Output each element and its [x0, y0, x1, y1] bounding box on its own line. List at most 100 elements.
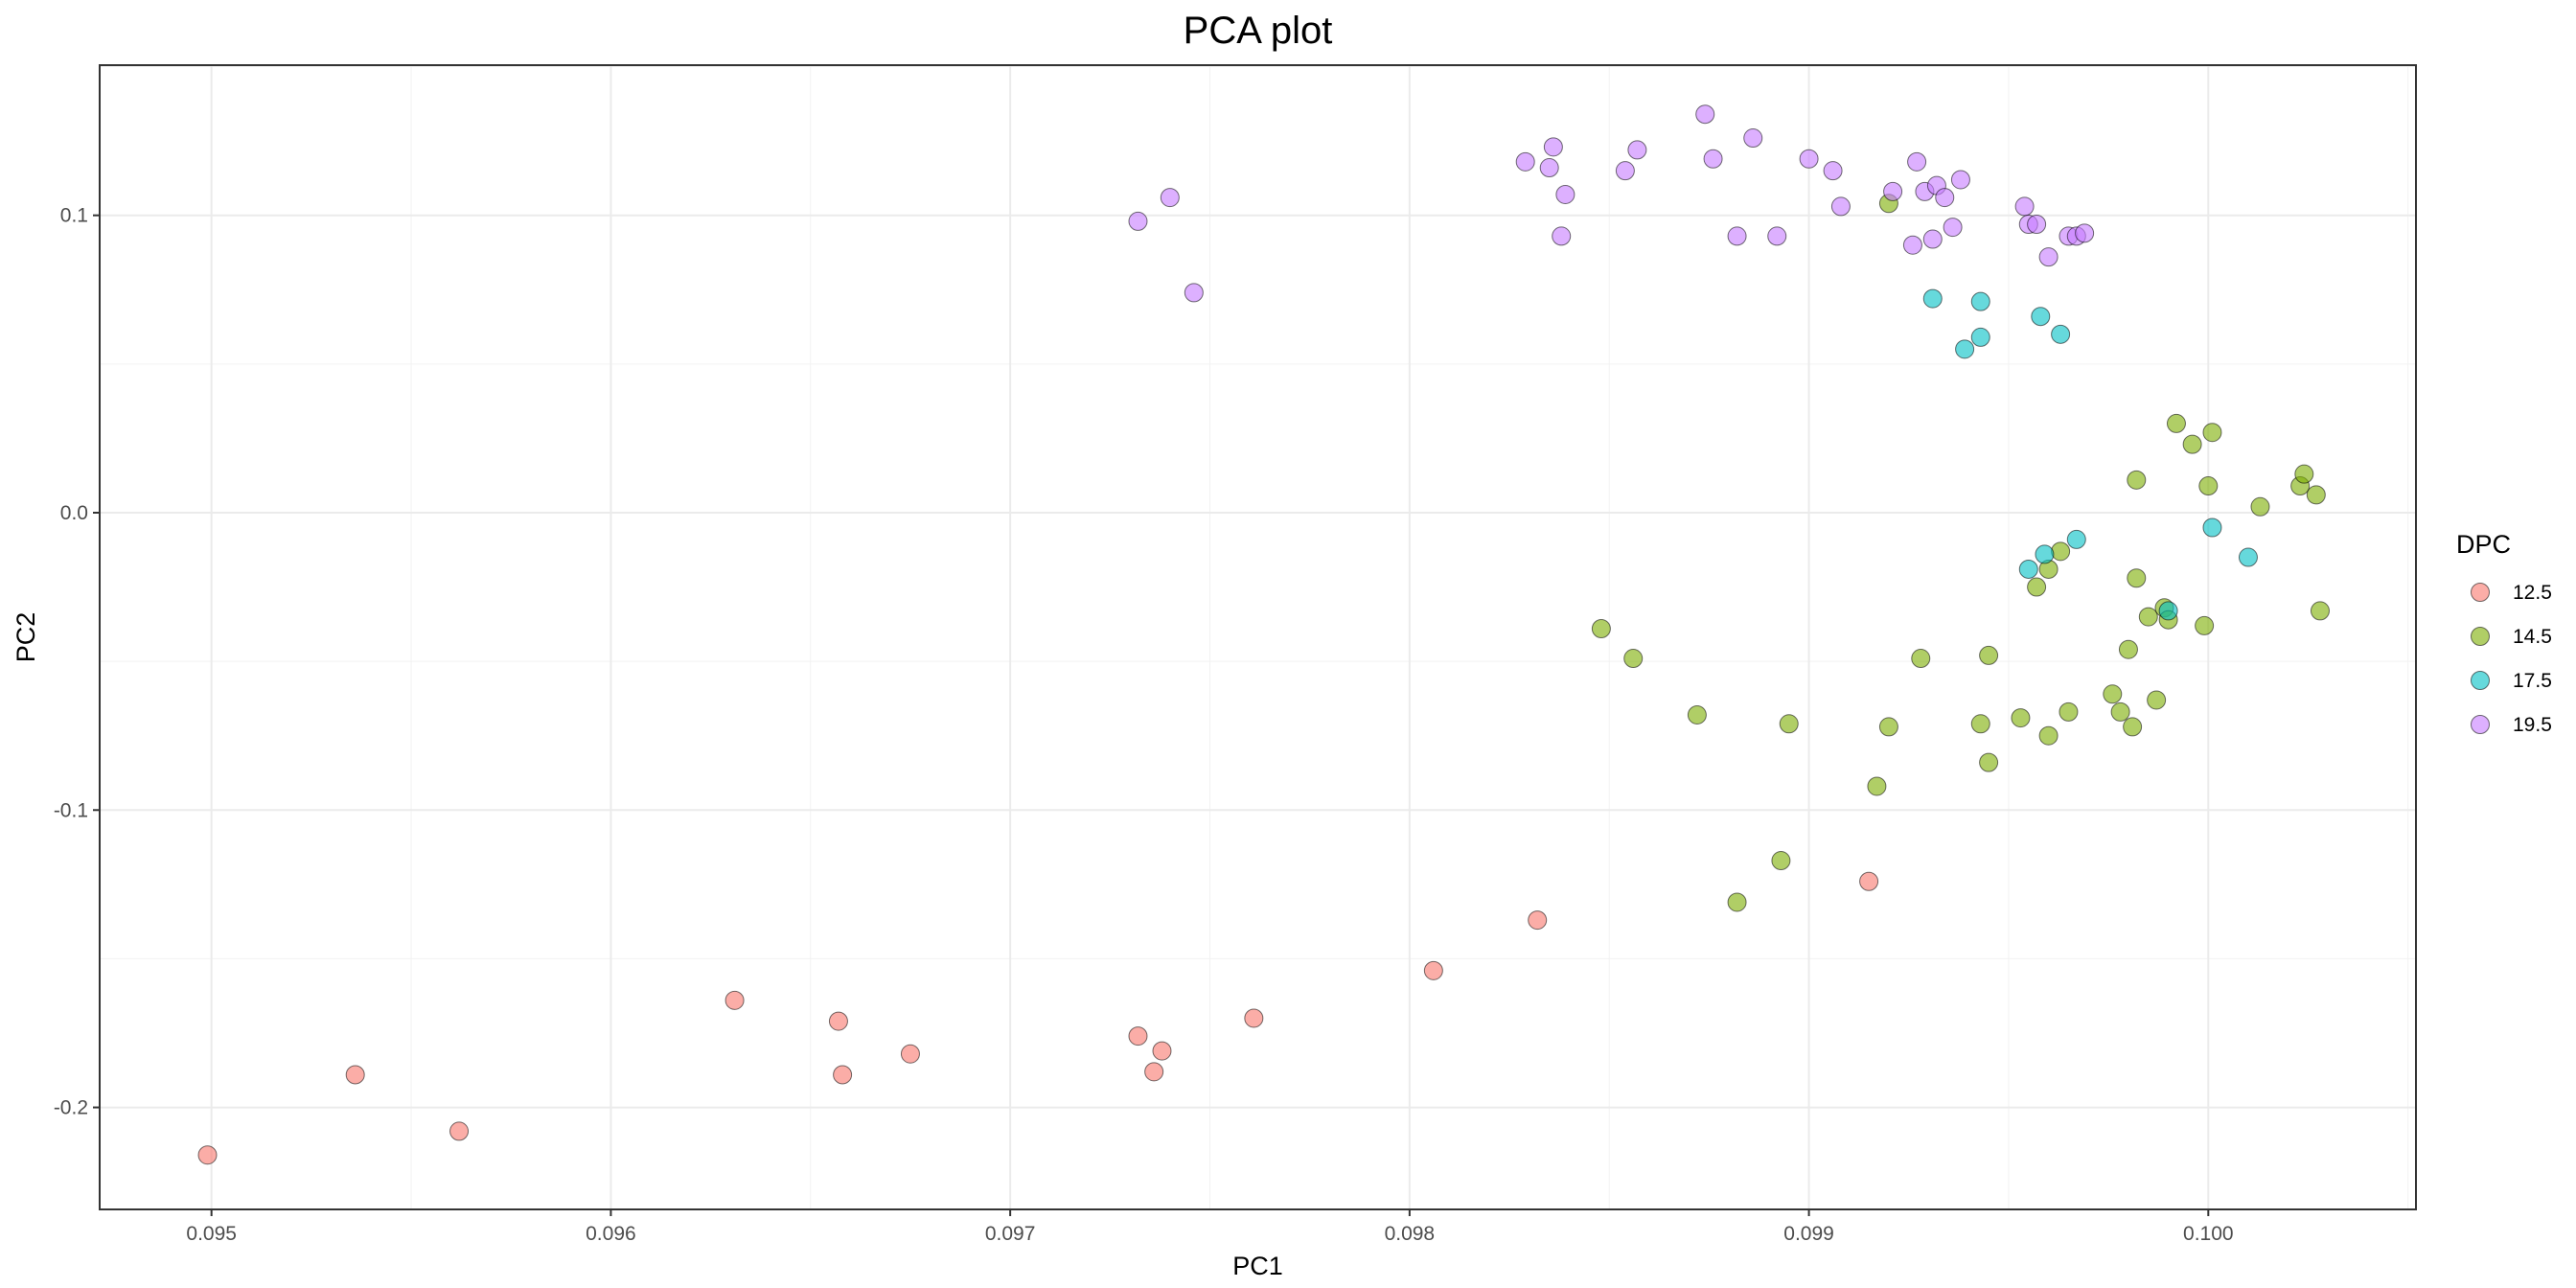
- x-tick-label: 0.097: [985, 1223, 1036, 1245]
- point-dpc-14-5: [2058, 702, 2079, 722]
- point-dpc-19-5: [1922, 229, 1943, 249]
- point-dpc-14-5: [1970, 714, 1990, 734]
- point-dpc-19-5: [1907, 151, 1927, 172]
- point-dpc-12-5: [1144, 1062, 1164, 1082]
- legend-label-19-5: 19.5: [2513, 714, 2552, 736]
- point-dpc-14-5: [2250, 496, 2270, 517]
- point-dpc-12-5: [1152, 1041, 1172, 1061]
- point-dpc-12-5: [724, 990, 745, 1010]
- y-tick-label: 0.1: [60, 205, 88, 227]
- point-dpc-17-5: [2018, 559, 2038, 579]
- y-tick-label: 0.0: [60, 502, 88, 524]
- legend-label-17-5: 17.5: [2513, 670, 2552, 692]
- x-tick-label: 0.095: [186, 1223, 237, 1245]
- point-dpc-19-5: [1943, 218, 1963, 238]
- point-dpc-19-5: [1160, 188, 1180, 208]
- legend-key-17-5: [2471, 671, 2490, 690]
- point-dpc-19-5: [1727, 226, 1747, 246]
- point-dpc-19-5: [1935, 188, 1955, 208]
- point-dpc-14-5: [1979, 645, 1999, 665]
- point-dpc-14-5: [2118, 639, 2138, 659]
- legend: DPC 12.5 14.5 17.5 19.5: [2456, 530, 2552, 736]
- y-tick-label: -0.1: [54, 799, 88, 821]
- y-tick-label: -0.2: [54, 1097, 88, 1119]
- x-tick-label: 0.099: [1783, 1223, 1834, 1245]
- point-dpc-14-5: [2027, 577, 2047, 597]
- point-dpc-14-5: [2051, 541, 2071, 562]
- point-dpc-19-5: [1615, 161, 1635, 181]
- point-dpc-19-5: [1695, 104, 1715, 125]
- point-dpc-19-5: [1767, 226, 1787, 246]
- legend-key-12-5: [2471, 583, 2490, 602]
- point-dpc-19-5: [1539, 158, 1559, 178]
- point-dpc-14-5: [2182, 434, 2202, 454]
- point-dpc-19-5: [1555, 184, 1576, 204]
- point-dpc-17-5: [2066, 529, 2086, 549]
- point-dpc-14-5: [2198, 476, 2219, 496]
- point-dpc-14-5: [2147, 690, 2167, 710]
- point-dpc-14-5: [1591, 619, 1611, 639]
- point-dpc-19-5: [1515, 151, 1535, 172]
- point-dpc-19-5: [1543, 137, 1563, 157]
- point-dpc-12-5: [828, 1011, 848, 1031]
- point-dpc-14-5: [2123, 717, 2143, 737]
- point-dpc-14-5: [2138, 607, 2158, 627]
- point-dpc-14-5: [1878, 717, 1898, 737]
- point-dpc-19-5: [1883, 181, 1903, 201]
- point-dpc-14-5: [1979, 752, 1999, 772]
- point-dpc-17-5: [2238, 547, 2258, 567]
- x-tick-label: 0.100: [2183, 1223, 2234, 1245]
- legend-title: DPC: [2456, 530, 2511, 559]
- point-dpc-14-5: [2306, 485, 2326, 505]
- legend-label-14-5: 14.5: [2513, 626, 2552, 648]
- point-dpc-19-5: [1743, 128, 1763, 149]
- point-dpc-14-5: [1867, 776, 1887, 796]
- point-dpc-12-5: [1859, 871, 1879, 891]
- legend-items: 12.5 14.5 17.5 19.5: [2471, 582, 2552, 736]
- point-dpc-14-5: [1911, 649, 1931, 669]
- point-dpc-17-5: [1922, 288, 1943, 309]
- point-dpc-12-5: [345, 1065, 365, 1085]
- point-dpc-19-5: [1627, 140, 1647, 160]
- point-dpc-17-5: [2031, 307, 2051, 327]
- point-dpc-14-5: [1771, 851, 1791, 871]
- point-dpc-12-5: [449, 1121, 470, 1141]
- y-axis-title: PC2: [12, 612, 40, 663]
- legend-key-14-5: [2471, 627, 2490, 646]
- legend-label-12-5: 12.5: [2513, 582, 2552, 604]
- x-tick-label: 0.098: [1385, 1223, 1436, 1245]
- point-dpc-14-5: [2294, 464, 2314, 484]
- grid-minor: [100, 65, 2416, 1209]
- point-dpc-19-5: [1184, 283, 1204, 303]
- grid-major: [100, 65, 2416, 1209]
- point-dpc-14-5: [2195, 615, 2215, 635]
- x-tick-label: 0.096: [586, 1223, 636, 1245]
- point-dpc-12-5: [197, 1145, 218, 1165]
- point-dpc-14-5: [2110, 702, 2130, 722]
- data-points: [197, 104, 2330, 1165]
- point-dpc-14-5: [2011, 708, 2031, 728]
- x-axis-ticks: 0.095 0.096 0.097 0.098 0.099 0.100: [186, 1209, 2234, 1245]
- chart-title: PCA plot: [1184, 10, 1333, 52]
- point-dpc-19-5: [2027, 215, 2047, 235]
- point-dpc-12-5: [1528, 910, 1548, 931]
- point-dpc-19-5: [1552, 226, 1572, 246]
- point-dpc-19-5: [1902, 235, 1922, 255]
- point-dpc-14-5: [2202, 423, 2222, 443]
- point-dpc-19-5: [2038, 247, 2058, 267]
- point-dpc-19-5: [2014, 196, 2035, 217]
- point-dpc-12-5: [833, 1065, 853, 1085]
- point-dpc-17-5: [1970, 327, 1990, 347]
- point-dpc-12-5: [1423, 960, 1443, 980]
- point-dpc-14-5: [2103, 684, 2123, 704]
- point-dpc-17-5: [1970, 291, 1990, 311]
- x-axis-title: PC1: [1232, 1252, 1283, 1280]
- point-dpc-14-5: [1687, 704, 1707, 724]
- point-dpc-17-5: [2051, 324, 2071, 344]
- point-dpc-14-5: [2166, 413, 2186, 433]
- point-dpc-19-5: [1950, 170, 1970, 190]
- point-dpc-19-5: [1703, 149, 1723, 169]
- point-dpc-19-5: [1128, 211, 1148, 231]
